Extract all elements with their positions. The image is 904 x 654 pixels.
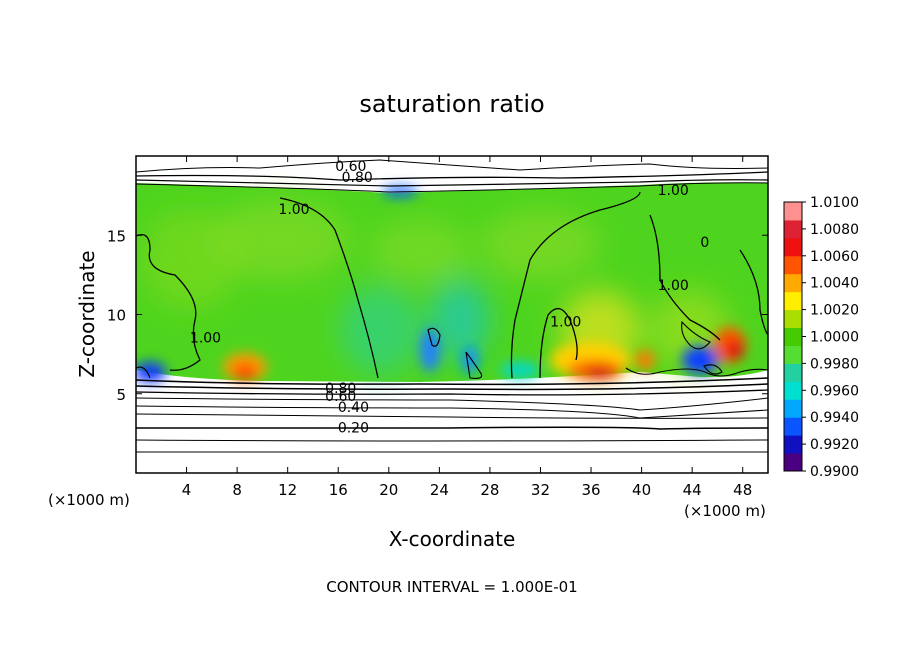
colorbar-tick-label: 1.0080 xyxy=(810,222,859,238)
colorbar-swatch xyxy=(784,273,802,293)
x-tick-label: 40 xyxy=(632,481,651,499)
x-axis-unit-left: (×1000 m) xyxy=(48,491,130,509)
colorbar-swatch xyxy=(784,219,802,239)
colorbar-tick-label: 0.9960 xyxy=(810,383,859,399)
colorbar-swatch xyxy=(784,237,802,257)
colorbar-swatch xyxy=(784,327,802,346)
colorbar-swatch xyxy=(784,435,802,454)
colorbar-swatch xyxy=(784,291,802,311)
contour-label: 0.60 xyxy=(325,389,356,405)
colorbar-tick-label: 0.9900 xyxy=(810,464,859,480)
x-tick-label: 32 xyxy=(531,481,550,499)
colorbar: 1.0100 1.0080 1.0060 1.0040 1.0020 1.0000 0.99… xyxy=(783,195,859,480)
x-tick-label: 28 xyxy=(480,481,499,499)
contour-label: 0.40 xyxy=(338,400,369,416)
contour-label: 0.80 xyxy=(342,170,373,186)
x-tick-label: 12 xyxy=(278,481,297,499)
contour-label: 0 xyxy=(700,235,709,251)
contour-interval-note: CONTOUR INTERVAL = 1.000E-01 xyxy=(326,578,577,596)
x-axis-ticks: 4 8 12 16 20 24 28 32 36 40 44 48 xyxy=(182,156,752,499)
colorbar-tick-label: 1.0060 xyxy=(810,249,859,265)
contour-label: 1.00 xyxy=(550,314,581,330)
contour-labels: 0.600.801.001.0001.001.001.000.800.600.4… xyxy=(190,159,709,437)
colorbar-tick-label: 0.9920 xyxy=(810,437,859,453)
y-tick-label: 10 xyxy=(107,307,126,325)
colorbar-swatch xyxy=(784,453,802,472)
colorbar-swatch xyxy=(784,363,802,382)
plot-area: 0.600.801.001.0001.001.001.000.800.600.4… xyxy=(136,156,768,473)
y-axis-ticks: 5 10 15 xyxy=(107,227,768,404)
colorbar-tick-label: 1.0000 xyxy=(810,330,859,346)
chart-title: saturation ratio xyxy=(359,90,544,118)
colorbar-swatch xyxy=(784,202,802,221)
contour-label: 1.00 xyxy=(658,183,689,199)
contour-label: 1.00 xyxy=(278,202,309,218)
colorbar-swatch xyxy=(784,309,802,329)
contour-label: 1.00 xyxy=(190,330,221,346)
contour-label: 0.20 xyxy=(338,421,369,437)
x-tick-label: 36 xyxy=(581,481,600,499)
contour-lines xyxy=(136,159,768,453)
y-tick-label: 5 xyxy=(116,386,126,404)
colorbar-swatch xyxy=(784,381,802,400)
contour-label: 0.60 xyxy=(335,159,366,175)
contour-label: 1.00 xyxy=(658,278,689,294)
x-tick-label: 8 xyxy=(232,481,242,499)
colorbar-tick-label: 1.0040 xyxy=(810,276,859,292)
colorbar-tick-label: 0.9940 xyxy=(810,410,859,426)
colorbar-swatch xyxy=(784,399,802,418)
colorbar-tick-label: 0.9980 xyxy=(810,356,859,372)
colorbar-swatch xyxy=(784,417,802,436)
x-tick-label: 4 xyxy=(182,481,192,499)
x-axis-unit-right: (×1000 m) xyxy=(684,502,766,520)
contour-label: 0.80 xyxy=(325,381,356,397)
colorbar-swatch xyxy=(784,255,802,275)
x-tick-label: 24 xyxy=(430,481,449,499)
colorbar-swatch xyxy=(784,345,802,364)
x-axis-label: X-coordinate xyxy=(389,527,516,551)
colorbar-tick-label: 1.0100 xyxy=(810,195,859,211)
colorbar-tick-label: 1.0020 xyxy=(810,303,859,319)
x-tick-label: 20 xyxy=(379,481,398,499)
x-tick-label: 48 xyxy=(733,481,752,499)
y-tick-label: 15 xyxy=(107,227,126,245)
y-axis-label: Z-coordinate xyxy=(75,250,99,377)
x-tick-label: 44 xyxy=(683,481,702,499)
x-tick-label: 16 xyxy=(329,481,348,499)
